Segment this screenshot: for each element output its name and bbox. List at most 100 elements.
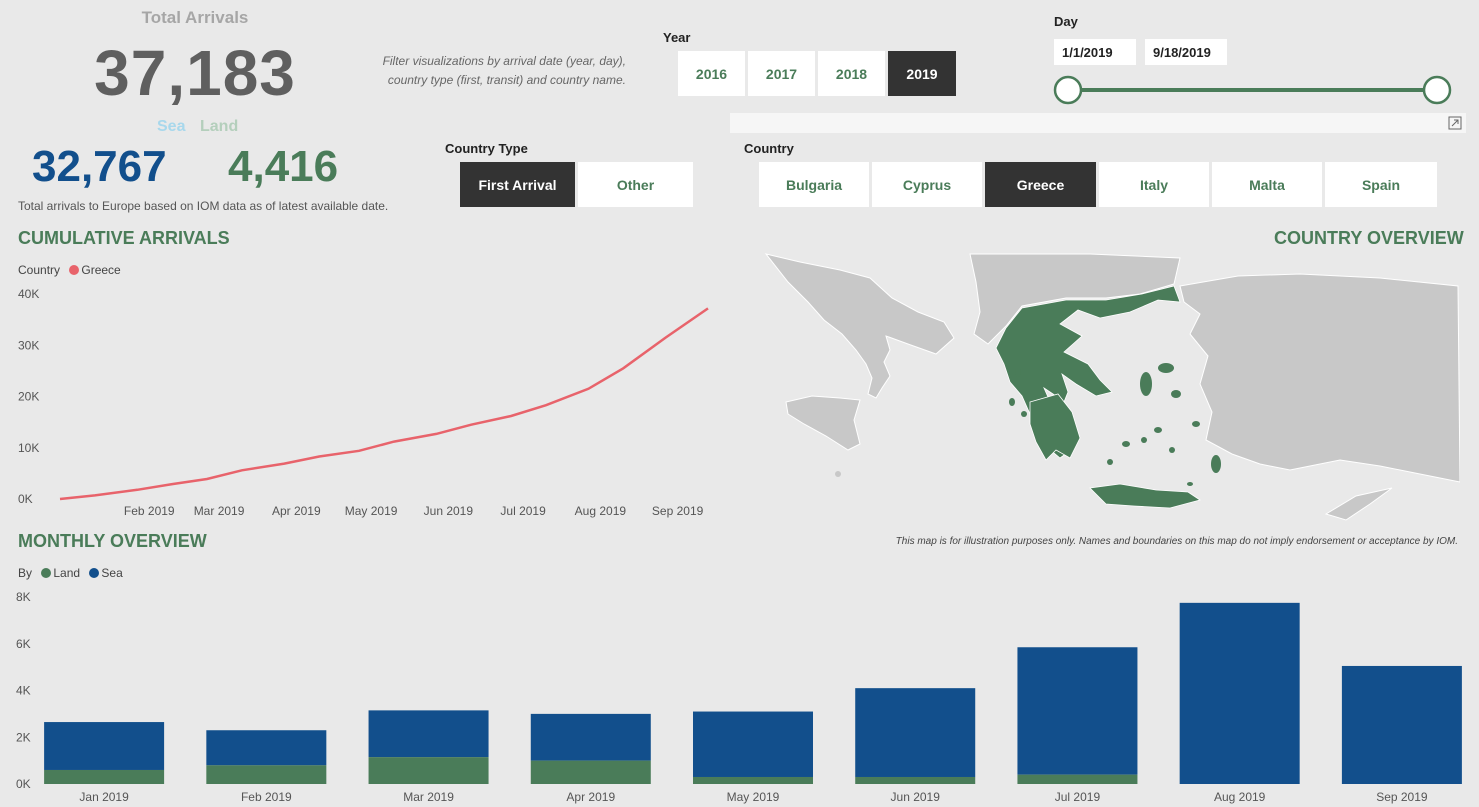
bar-x-tick: Sep 2019 xyxy=(1376,790,1428,804)
bar-y-tick: 0K xyxy=(16,777,31,791)
line-x-tick: Sep 2019 xyxy=(652,504,704,518)
land-legend-label: Land xyxy=(200,118,239,135)
map-greece-islands xyxy=(1009,363,1221,486)
map-cyprus[interactable] xyxy=(1324,487,1393,521)
day-slicer-label: Day xyxy=(1054,14,1078,29)
bar-x-tick: Jul 2019 xyxy=(1055,790,1101,804)
cumulative-legend-item: Greece xyxy=(81,263,121,277)
land-bar[interactable] xyxy=(206,765,327,784)
sea-bar[interactable] xyxy=(855,688,976,777)
year-button-2016[interactable]: 2016 xyxy=(678,51,745,96)
land-bar[interactable] xyxy=(530,760,651,784)
country-button-bulgaria[interactable]: Bulgaria xyxy=(759,162,869,207)
country-button-italy[interactable]: Italy xyxy=(1099,162,1209,207)
country-slicer-label: Country xyxy=(744,141,794,156)
sea-bar[interactable] xyxy=(368,710,489,758)
bar-x-tick: Mar 2019 xyxy=(403,790,454,804)
filter-instructions: Filter visualizations by arrival date (y… xyxy=(356,52,626,90)
line-y-tick: 10K xyxy=(18,441,39,455)
sea-bar[interactable] xyxy=(1341,665,1462,784)
land-bar[interactable] xyxy=(1017,774,1138,784)
sea-bar[interactable] xyxy=(1017,647,1138,775)
bar-x-tick: May 2019 xyxy=(727,790,780,804)
line-y-tick: 20K xyxy=(18,390,39,404)
sea-legend-label: Sea xyxy=(157,118,186,135)
map-disclaimer: This map is for illustration purposes on… xyxy=(895,536,1458,547)
greece-cumulative-line xyxy=(59,307,709,501)
kpi-note: Total arrivals to Europe based on IOM da… xyxy=(18,199,389,213)
country-type-other[interactable]: Other xyxy=(578,162,693,207)
country-type-first-arrival[interactable]: First Arrival xyxy=(460,162,575,207)
slider-start-handle[interactable] xyxy=(1053,75,1083,105)
sea-bar[interactable] xyxy=(1179,602,1300,784)
greece-legend-dot xyxy=(69,265,80,275)
line-x-tick: Mar 2019 xyxy=(194,504,245,518)
map-greece-peloponnese[interactable] xyxy=(1029,393,1081,461)
map-malta[interactable] xyxy=(835,471,841,477)
monthly-bar-chart: 0K 2K 4K 6K 8K Jan 2019 Feb 2019 Mar 2019 Apr 20… xyxy=(16,590,1462,804)
line-x-tick: Aug 2019 xyxy=(575,504,627,518)
cumulative-legend: Country Greece xyxy=(18,263,121,277)
total-arrivals-title: Total Arrivals xyxy=(141,8,249,27)
line-x-tick: Jun 2019 xyxy=(424,504,474,518)
line-y-tick: 40K xyxy=(18,287,39,301)
total-arrivals-value: 37,183 xyxy=(94,37,296,109)
sea-bar[interactable] xyxy=(44,722,165,770)
map-greece[interactable] xyxy=(995,285,1181,459)
map-turkey[interactable] xyxy=(1179,273,1460,483)
focus-mode-icon[interactable] xyxy=(1448,116,1462,130)
start-date-input[interactable]: 1/1/2019 xyxy=(1054,39,1136,65)
sea-legend-dot xyxy=(89,568,100,578)
land-bar[interactable] xyxy=(693,776,813,784)
sea-bar[interactable] xyxy=(206,730,327,766)
land-arrivals-value: 4,416 xyxy=(228,142,339,191)
line-y-tick: 0K xyxy=(18,492,33,506)
country-overview-title: COUNTRY OVERVIEW xyxy=(1274,228,1464,248)
land-bar[interactable] xyxy=(44,769,165,784)
monthly-legend-title: By xyxy=(18,566,33,580)
map-italy[interactable] xyxy=(764,253,955,399)
monthly-legend-sea: Sea xyxy=(101,566,123,580)
country-button-greece[interactable]: Greece xyxy=(985,162,1096,207)
year-button-2017[interactable]: 2017 xyxy=(748,51,815,96)
map-balkans[interactable] xyxy=(969,253,1181,345)
land-legend-dot xyxy=(41,568,52,578)
bar-y-tick: 4K xyxy=(16,684,31,698)
bar-x-tick: Jun 2019 xyxy=(891,790,941,804)
monthly-legend-land: Land xyxy=(53,566,81,580)
end-date-input[interactable]: 9/18/2019 xyxy=(1145,39,1227,65)
cumulative-legend-title: Country xyxy=(18,263,61,277)
visual-header xyxy=(730,113,1466,133)
bar-y-tick: 6K xyxy=(16,637,31,651)
line-x-tick: Feb 2019 xyxy=(124,504,175,518)
year-button-2019[interactable]: 2019 xyxy=(888,51,956,96)
monthly-overview-title: MONTHLY OVERVIEW xyxy=(18,531,207,551)
year-button-2018[interactable]: 2018 xyxy=(818,51,885,96)
bar-y-tick: 8K xyxy=(16,590,31,604)
year-slicer-label: Year xyxy=(663,30,691,45)
monthly-legend: By Land Sea xyxy=(18,566,123,580)
sea-arrivals-value: 32,767 xyxy=(32,142,167,191)
country-button-malta[interactable]: Malta xyxy=(1212,162,1322,207)
line-y-tick: 30K xyxy=(18,338,39,352)
line-x-tick: May 2019 xyxy=(345,504,398,518)
country-type-label: Country Type xyxy=(445,141,528,156)
date-range-slider[interactable] xyxy=(1050,72,1455,108)
land-bar[interactable] xyxy=(855,776,976,784)
map-greece-crete[interactable] xyxy=(1089,483,1201,509)
sea-bar[interactable] xyxy=(530,713,651,761)
cumulative-line-chart: 0K 10K 20K 30K 40K Feb 2019 Mar 2019 Apr 2019 Ma… xyxy=(18,287,709,518)
filter-instructions-line2: country type (first, transit) and countr… xyxy=(387,73,626,87)
bar-x-tick: Aug 2019 xyxy=(1214,790,1266,804)
sea-bar[interactable] xyxy=(693,711,813,777)
country-button-spain[interactable]: Spain xyxy=(1325,162,1437,207)
bar-y-tick: 2K xyxy=(16,730,31,744)
slider-end-handle[interactable] xyxy=(1422,75,1452,105)
map-sicily[interactable] xyxy=(785,395,861,451)
bar-x-tick: Feb 2019 xyxy=(241,790,292,804)
country-button-cyprus[interactable]: Cyprus xyxy=(872,162,982,207)
bar-x-tick: Apr 2019 xyxy=(566,790,615,804)
country-map[interactable] xyxy=(760,252,1460,527)
line-x-tick: Apr 2019 xyxy=(272,504,321,518)
land-bar[interactable] xyxy=(368,757,489,784)
